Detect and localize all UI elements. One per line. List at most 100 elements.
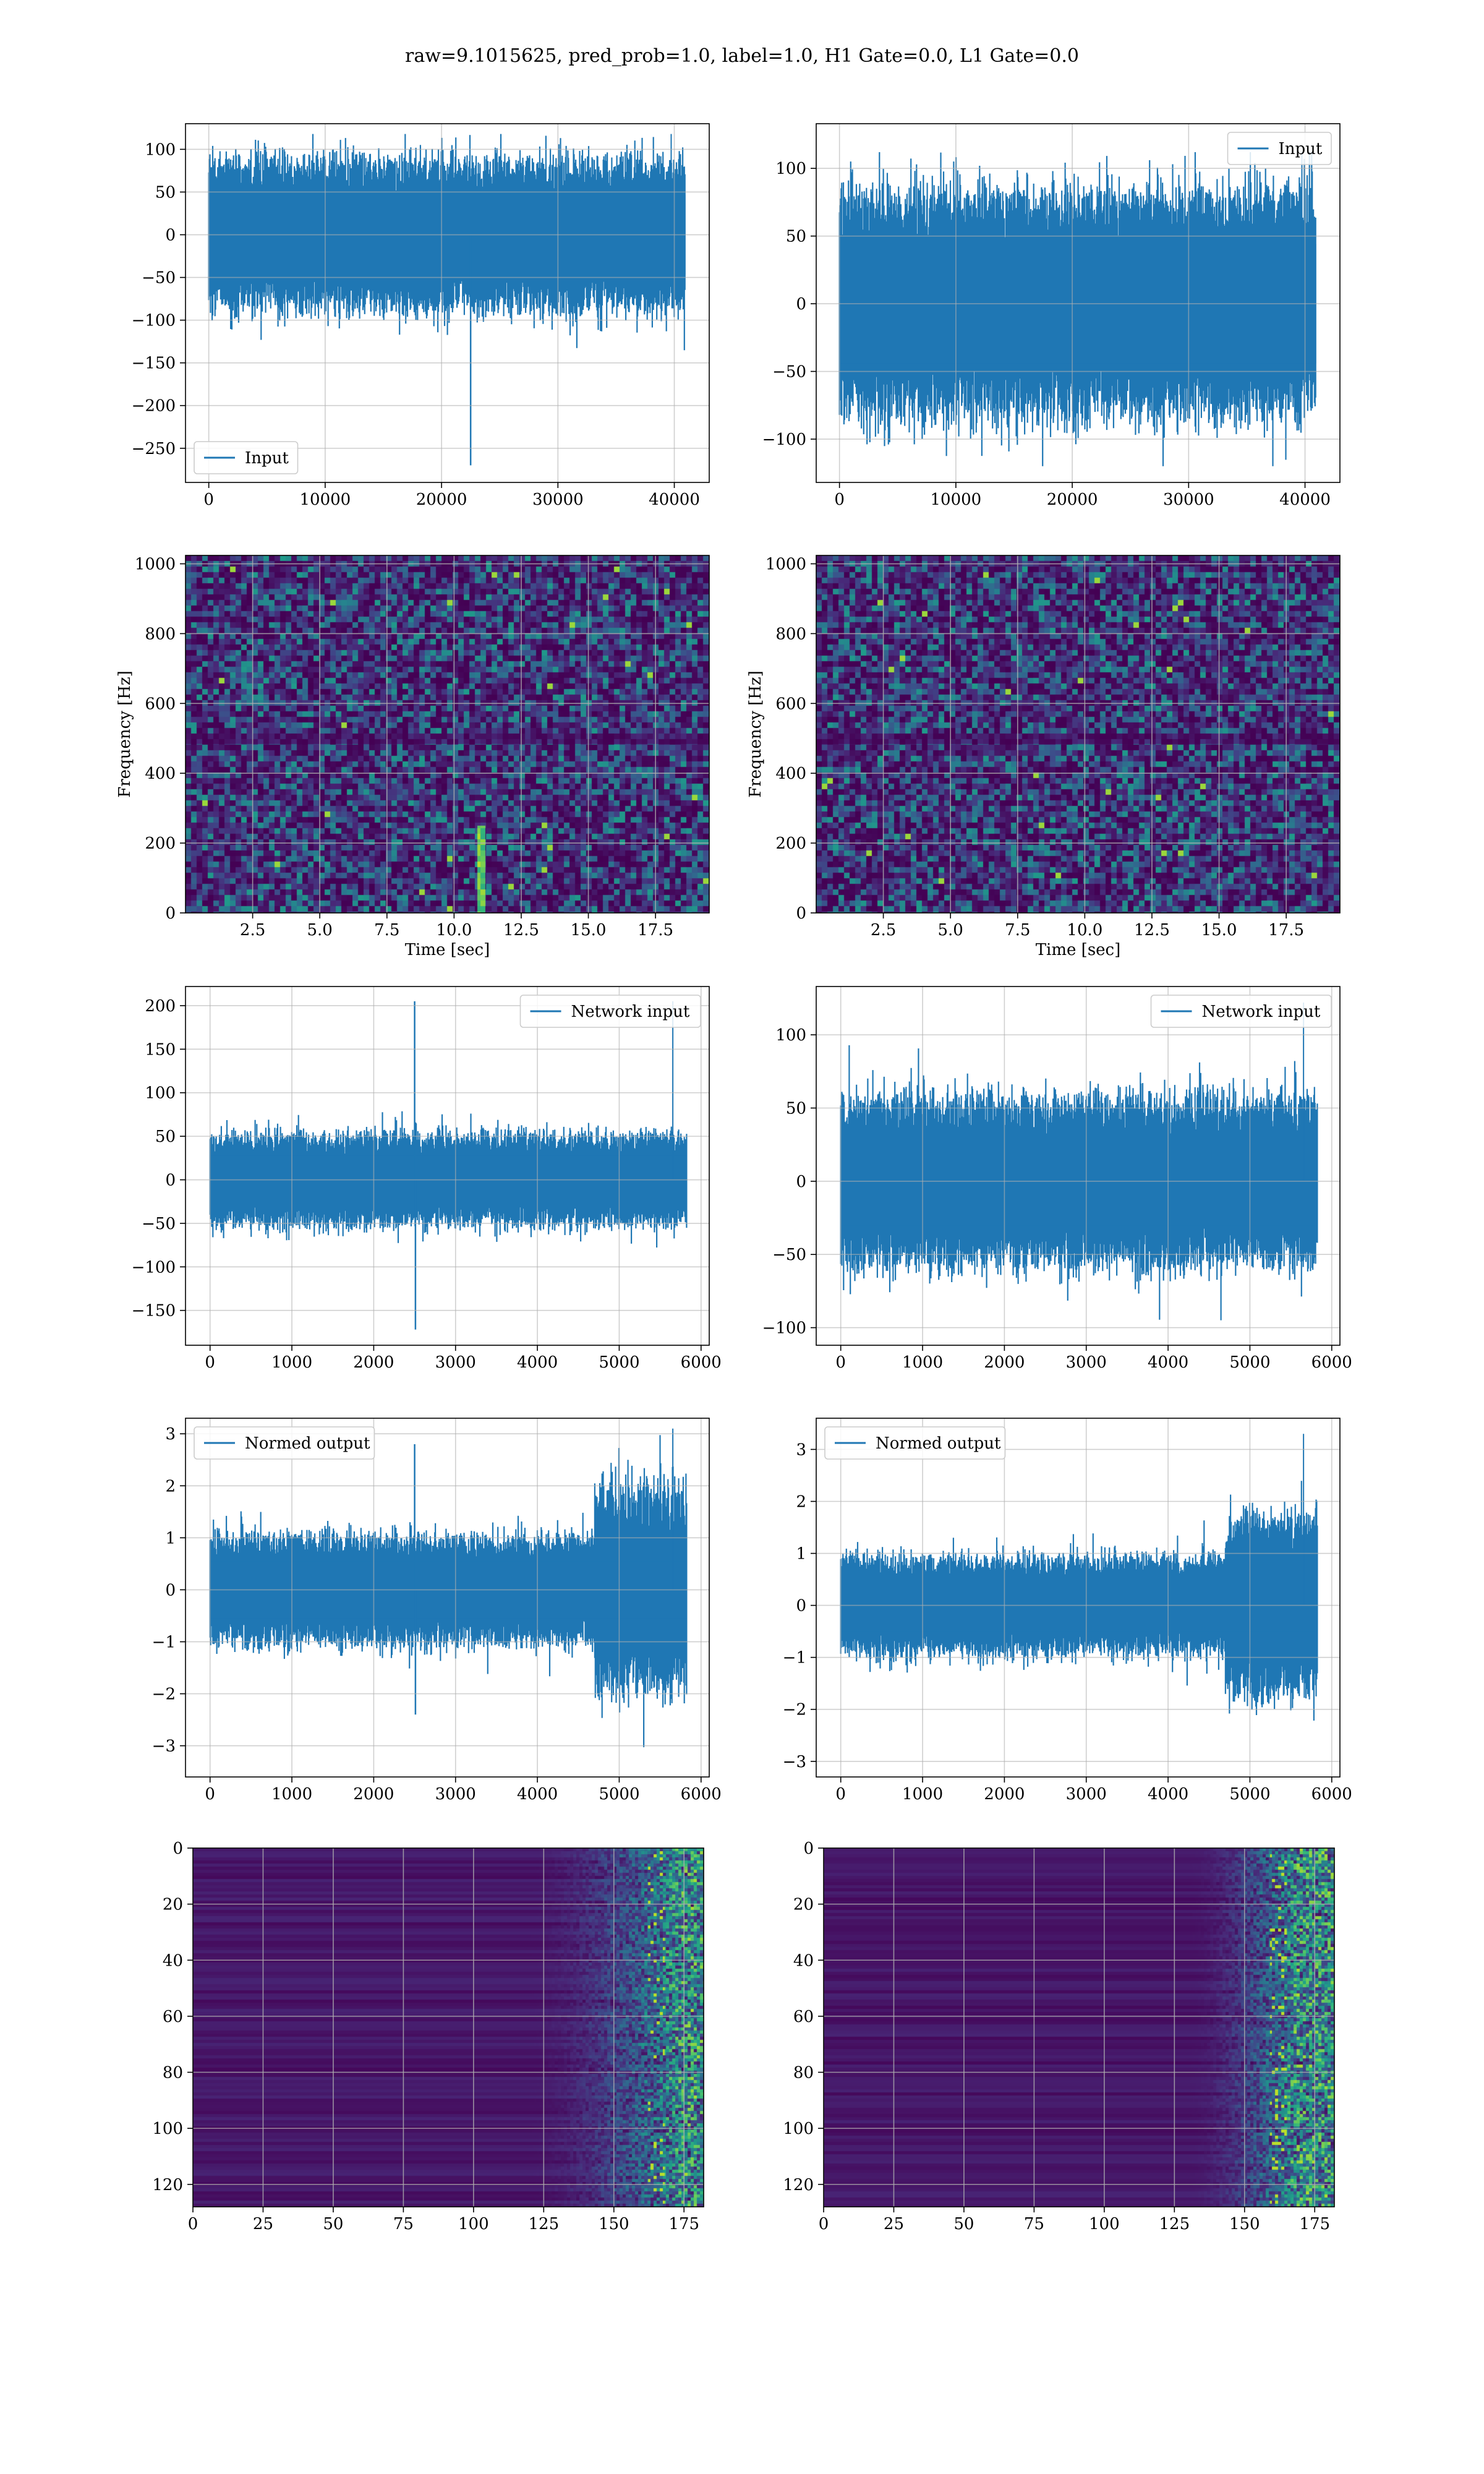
y-tick-label-6: 50 (155, 183, 176, 202)
y-tick-label-0: −3 (152, 1737, 176, 1756)
y-tick-label-4: 1 (796, 1545, 806, 1564)
y-tick-label-1: 200 (145, 834, 176, 853)
x-tick-label-5: 125 (528, 2215, 559, 2233)
y-tick-label-4: 50 (155, 1128, 176, 1146)
y-tick-label-5: 2 (796, 1492, 806, 1511)
axes-ax5: 0 1000 2000 3000 4000 5000 6000 −150 −100 −50 0 50 1… (132, 986, 722, 1372)
axes-frame (816, 1418, 1341, 1778)
x-tick-label-2: 2000 (984, 1785, 1025, 1804)
y-tick-label-4: 800 (775, 625, 806, 643)
x-tick-label-2: 50 (323, 2215, 343, 2233)
x-tick-label-6: 17.5 (638, 921, 673, 940)
y-tick-label-3: 0 (796, 1597, 806, 1616)
x-tick-label-0: 0 (205, 1785, 215, 1804)
y-tick-label-3: 0 (165, 1581, 176, 1599)
x-tick-label-6: 6000 (1311, 1785, 1352, 1804)
x-tick-label-7: 175 (668, 2215, 699, 2233)
y-tick-label-5: 100 (783, 2120, 814, 2138)
y-tick-label-7: 100 (145, 140, 176, 159)
y-tick-label-3: 0 (165, 1171, 176, 1190)
axes-frame (816, 986, 1341, 1346)
x-tick-label-4: 40000 (1279, 490, 1331, 509)
y-tick-label-1: 20 (793, 1896, 814, 1914)
legend-box (824, 1426, 1006, 1460)
y-tick-label-2: 40 (793, 1951, 814, 1970)
legend-box (1227, 132, 1332, 165)
y-tick-label-0: −100 (762, 430, 806, 449)
x-tick-label-5: 5000 (599, 1353, 639, 1372)
y-tick-label-3: −100 (132, 312, 176, 330)
y-tick-label-4: 100 (775, 160, 806, 178)
x-tick-label-4: 4000 (1148, 1353, 1188, 1372)
x-tick-label-1: 1000 (271, 1785, 312, 1804)
y-tick-label-3: 600 (775, 695, 806, 713)
y-tick-label-1: 200 (775, 834, 806, 853)
x-tick-label-3: 30000 (532, 490, 584, 509)
x-tick-label-2: 2000 (353, 1785, 394, 1804)
y-tick-label-6: 120 (783, 2176, 814, 2194)
y-tick-label-4: 80 (793, 2064, 814, 2082)
x-tick-label-3: 3000 (1066, 1353, 1107, 1372)
x-tick-label-6: 150 (1229, 2215, 1260, 2233)
x-tick-label-3: 3000 (1066, 1785, 1107, 1804)
x-tick-label-4: 40000 (649, 490, 700, 509)
x-tick-label-5: 15.0 (571, 921, 607, 940)
y-tick-label-1: −50 (772, 1246, 806, 1264)
legend-label: Network input (571, 1003, 690, 1021)
x-tick-label-4: 100 (458, 2215, 489, 2233)
x-tick-label-3: 3000 (435, 1353, 476, 1372)
x-tick-label-5: 5000 (1229, 1353, 1270, 1372)
y-tick-label-2: −50 (142, 1215, 176, 1233)
x-tick-label-1: 25 (884, 2215, 904, 2233)
axes-ax1: 0 10000 20000 30000 40000 −250 −200 −150 −100 −50… (132, 123, 710, 509)
legend-box (519, 995, 701, 1028)
x-tick-label-2: 2000 (984, 1353, 1025, 1372)
y-tick-label-2: 0 (796, 295, 806, 314)
x-tick-label-2: 7.5 (374, 921, 399, 940)
heatmap-image (824, 1848, 1334, 2207)
y-tick-label-0: 0 (796, 904, 806, 923)
y-tick-label-1: −100 (132, 1258, 176, 1277)
x-tick-label-2: 7.5 (1005, 921, 1030, 940)
x-tick-label-5: 5000 (599, 1785, 639, 1804)
x-tick-label-6: 17.5 (1268, 921, 1304, 940)
y-tick-label-1: −2 (152, 1685, 176, 1704)
y-tick-label-1: 20 (163, 1896, 183, 1914)
axes-frame (192, 1847, 704, 2207)
axes-ax10: 0 25 50 75 100 125 150 175 0 20 40 60 80 100 120 (783, 1839, 1335, 2233)
x-tick-label-1: 25 (253, 2215, 273, 2233)
x-tick-label-4: 12.5 (503, 921, 539, 940)
axes-frame (816, 123, 1341, 483)
y-tick-label-2: −1 (152, 1633, 176, 1651)
y-tick-label-4: −50 (142, 269, 176, 288)
x-tick-label-7: 175 (1299, 2215, 1330, 2233)
x-tick-label-1: 5.0 (937, 921, 963, 940)
x-tick-label-5: 125 (1159, 2215, 1190, 2233)
x-tick-label-1: 10000 (931, 490, 982, 509)
y-tick-label-1: −200 (132, 397, 176, 416)
legend-label: Input (245, 449, 289, 468)
y-tick-label-2: 400 (145, 764, 176, 783)
y-tick-label-2: 400 (775, 764, 806, 783)
axes-ax8: 0 1000 2000 3000 4000 5000 6000 −3 −2 −1 0 1 2 3 Norme… (783, 1418, 1352, 1804)
x-tick-label-6: 6000 (681, 1785, 722, 1804)
heatmap-image (816, 555, 1340, 913)
y-tick-label-2: 0 (796, 1173, 806, 1191)
x-axis-label: Time [sec] (1036, 941, 1121, 959)
x-tick-label-2: 50 (953, 2215, 974, 2233)
y-tick-label-3: 600 (145, 695, 176, 713)
y-tick-label-1: −2 (783, 1701, 806, 1719)
x-tick-label-0: 0 (188, 2215, 198, 2233)
x-tick-label-3: 10.0 (1067, 921, 1102, 940)
y-tick-label-5: 100 (145, 1084, 176, 1103)
y-tick-label-3: 60 (163, 2008, 183, 2026)
x-tick-label-3: 10.0 (436, 921, 472, 940)
x-tick-label-1: 1000 (902, 1353, 943, 1372)
y-tick-label-5: 1000 (765, 555, 806, 574)
x-tick-label-2: 20000 (1047, 490, 1098, 509)
x-axis-label: Time [sec] (405, 941, 490, 959)
y-tick-label-2: −150 (132, 354, 176, 373)
x-tick-label-3: 75 (393, 2215, 414, 2233)
legend-box (194, 441, 299, 474)
axes-frame (816, 555, 1341, 914)
